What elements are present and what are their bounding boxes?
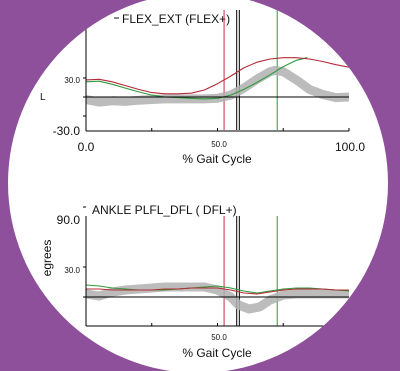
- ankle-plfl-dfl-chart: ANKLE PLFL_DFL ( DFL+) 90.0 30.0 egrees …: [40, 203, 350, 360]
- series-line-1: [86, 57, 308, 100]
- x-tick-label: 100.0: [335, 140, 365, 154]
- y-tick-label: 30.0: [64, 266, 80, 275]
- series-line-1: [86, 284, 349, 294]
- y-axis-label: egrees: [40, 240, 54, 277]
- x-tick-label: 50.0: [211, 333, 227, 342]
- y-tick-label: 90.0: [57, 213, 81, 227]
- x-axis-label: % Gait Cycle: [182, 152, 252, 166]
- x-tick-label: 50.0: [211, 140, 227, 149]
- chart-title: ANKLE PLFL_DFL ( DFL+): [92, 203, 237, 217]
- x-axis-label: % Gait Cycle: [182, 346, 252, 360]
- y-tick-label: 30.0: [64, 76, 80, 85]
- knee-flex-ext-chart: FLEX_EXT (FLEX+) 30.0 -30.0 50.0 0.0 100…: [40, 10, 365, 166]
- chart-title: FLEX_EXT (FLEX+): [122, 12, 230, 26]
- x-tick-label: 0.0: [78, 140, 95, 154]
- series-line-2: [86, 57, 349, 95]
- y-axis-label-fragment: L: [40, 92, 46, 103]
- y-tick-label: -30.0: [53, 124, 81, 138]
- series-line-2: [86, 287, 349, 295]
